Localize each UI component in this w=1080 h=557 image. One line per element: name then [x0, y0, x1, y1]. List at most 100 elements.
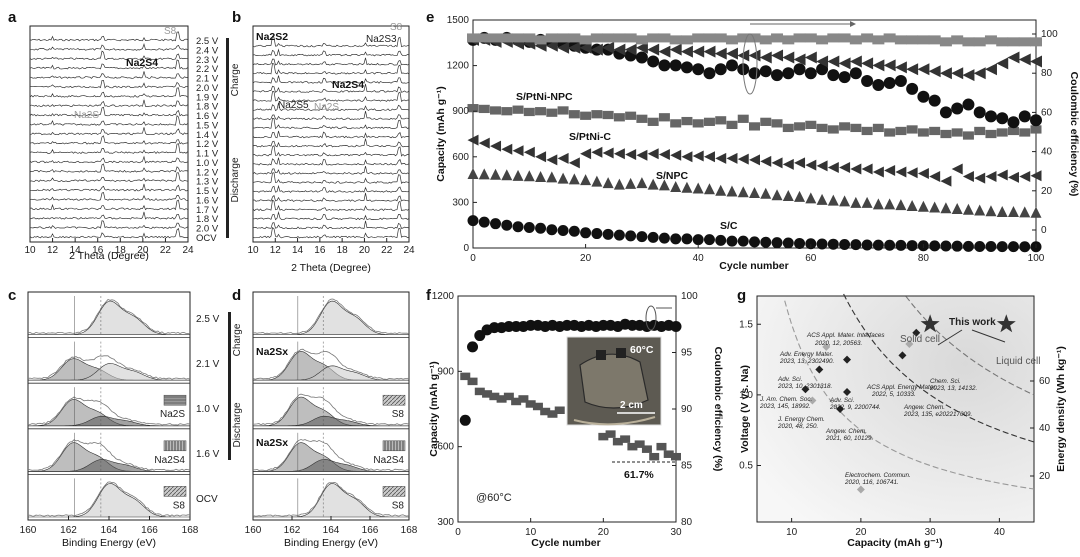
xps-d-envelope-4	[252, 482, 410, 517]
photo-temperature: 60°C	[630, 344, 654, 356]
ref-1-journal: ACS Appl. Mater. Interfaces	[806, 332, 885, 339]
cycling-e-point-SPtNiNPC-14	[625, 111, 637, 120]
cycling-e-point-SPtNiNPC-37	[884, 128, 896, 137]
cycling-e-point-SPtNiNPC-17	[658, 113, 670, 122]
xps-voltage-label-3: 1.6 V	[196, 449, 220, 460]
xrd-a-trace-2.0V	[29, 79, 188, 89]
xrd-a-trace-2.5V	[29, 31, 188, 42]
cycling-f-y2tick-label-95: 95	[681, 348, 693, 359]
cycling-f-point-Coulombicefficiency-1	[467, 341, 479, 353]
xps-d-ticks: 160 162 164 166 168	[245, 516, 418, 536]
cycling-e-xlabel: Cycle number	[719, 260, 788, 272]
cycling-e-point-SPtNiNPC-15	[636, 114, 648, 123]
cycling-e-point-SCCE-35	[861, 75, 874, 88]
cycling-f-marks	[459, 318, 682, 461]
cycling-e-point-SNPC-7	[546, 171, 558, 183]
scale-bar-label: 2 cm	[620, 400, 643, 411]
panel-label-g: g	[737, 287, 746, 304]
cycling-e-point-SPtNiC-17	[658, 149, 670, 161]
cycling-f-point-Capacity-0	[460, 372, 471, 381]
panel-label-c: c	[8, 287, 16, 304]
cycling-e-point-SPtNiNPC-36	[872, 123, 884, 133]
cycling-e-point-SPtNiNPC-28	[782, 123, 794, 133]
xrd-b-trace-OCV	[252, 226, 410, 239]
cycling-e-ytick-label-600: 600	[452, 152, 469, 163]
xps-d-rows: S8 Na2S4 S8	[252, 296, 410, 518]
cycling-e-point-SCCE-26	[759, 65, 772, 78]
xps-c-xtick-label-162: 162	[60, 525, 77, 536]
cycling-e-point-SPtNiC-0	[467, 134, 479, 146]
cycling-e-point-SPtNiNPCCE-6	[534, 35, 547, 45]
xrd-a-trace-1.6V	[29, 192, 188, 201]
cycling-e-point-SC-13	[613, 229, 625, 241]
cycling-f-point-Coulombicefficiency-29	[670, 321, 682, 333]
cycling-f-xtick-label-30: 30	[670, 527, 682, 538]
cycling-e-point-SCCE-38	[894, 75, 907, 88]
cycling-e-point-SPtNiNPC-33	[839, 122, 851, 131]
cycling-e-point-SPtNiCCE-33	[838, 57, 851, 70]
ref-2-citation: 2023, 13, 2302490.	[779, 358, 834, 365]
cycling-e-point-SC-26	[760, 236, 772, 248]
cycling-e-point-SCCE-47	[996, 112, 1009, 125]
cycling-e-point-SPtNiCCE-46	[984, 63, 997, 76]
xrd-state-label-16: 1.5 V	[196, 186, 219, 197]
xrd-b-trace-1.2V	[252, 138, 410, 148]
cycling-e-point-SNPC-47	[996, 206, 1008, 218]
cycling-e-point-SNPC-27	[771, 189, 783, 201]
cycling-e-point-SC-11	[591, 228, 603, 240]
xrd-a-xtick-label-16: 16	[92, 245, 104, 256]
comparison-g-ticks: 10 20 30 40 0.5 1.0 1.5 20 40 60	[739, 319, 1050, 538]
cycling-e-point-SPtNiCCE-38	[894, 61, 907, 74]
cycling-e-point-SPtNiC-4	[512, 145, 524, 157]
cycling-e-point-SCCE-33	[838, 71, 851, 84]
cycling-e-point-SPtNiNPCCE-50	[1030, 37, 1042, 47]
xrd-b-trace-1.3V	[252, 172, 410, 184]
cycling-e-point-SPtNiNPCCE-46	[984, 35, 997, 45]
cycling-e-point-SC-6	[535, 222, 547, 234]
xrd-b-trace-1.7V	[252, 199, 410, 212]
ref-8-citation: 2022, 5, 10333.	[871, 391, 916, 398]
cycling-e-xtick-label-80: 80	[918, 253, 930, 264]
cycling-e-point-SPtNiNPC-26	[760, 117, 772, 126]
literature-point-5	[801, 385, 810, 394]
xps-charge-discharge-bar	[228, 312, 231, 460]
xrd-b-trace-1.5V	[253, 117, 410, 130]
cycling-f-point-Capacity-27	[656, 442, 667, 451]
cycling-e-marks	[467, 31, 1042, 253]
photo-wire	[573, 416, 656, 426]
cycling-e-point-SC-24	[737, 235, 749, 247]
cycling-e-frame	[472, 19, 1037, 249]
literature-point-2	[843, 355, 852, 364]
ref-8-journal: ACS Appl. Energy Mater.	[866, 384, 937, 391]
xrd-a-xtick-label-22: 22	[160, 245, 172, 256]
cycling-e-point-SC-9	[568, 225, 580, 237]
xrd-b-trace-1.0V	[252, 157, 410, 166]
xrd-a-trace-1.7V	[29, 199, 188, 211]
cycling-e-point-SCCE-48	[1007, 116, 1020, 129]
cycling-e-point-SPtNiC-38	[895, 166, 907, 178]
cycling-e-point-SPtNiCCE-16	[647, 43, 660, 56]
xrd-a-trace-1.6V	[29, 106, 188, 117]
cycling-e-point-SPtNiNPCCE-1	[478, 33, 491, 43]
cycling-e-point-SPtNiNPCCE-27	[771, 33, 784, 43]
xps-c-peak-S8-4	[28, 483, 190, 518]
xrd-state-label-11: 1.2 V	[196, 139, 219, 150]
cycling-e-point-SPtNiNPC-13	[613, 113, 625, 122]
xrd-a-xtick-label-20: 20	[137, 245, 149, 256]
xrd-panel-a: 10 12 14 16 18 20 22 24 2 Theta (Degree) S8 Na2…	[24, 25, 194, 262]
cycling-e-point-SPtNiCCE-14	[624, 43, 637, 56]
cycling-e-point-SPtNiC-42	[940, 175, 952, 187]
cycling-e-point-SPtNiCCE-19	[680, 45, 693, 58]
cycling-e-point-SPtNiNPCCE-7	[545, 33, 558, 43]
cycling-e-point-SNPC-38	[895, 199, 907, 211]
cycling-e-y2tick-label-0: 0	[1041, 225, 1047, 236]
cycling-e-point-SNPC-48	[1007, 206, 1019, 218]
xps-d-xtick-label-160: 160	[245, 525, 262, 536]
cycling-f-point-Capacity-20	[605, 430, 616, 438]
cycling-e-point-SCCE-32	[827, 69, 840, 82]
ref-7-journal: Angew. Chem.	[825, 428, 867, 435]
xps-d-legend-label-1: Na2S4	[373, 455, 404, 466]
xps-c-legend-label-0: Na2S	[160, 409, 185, 420]
cycling-e-point-SPtNiCCE-11	[590, 43, 603, 56]
cycling-e-point-SPtNiNPC-46	[985, 129, 997, 139]
